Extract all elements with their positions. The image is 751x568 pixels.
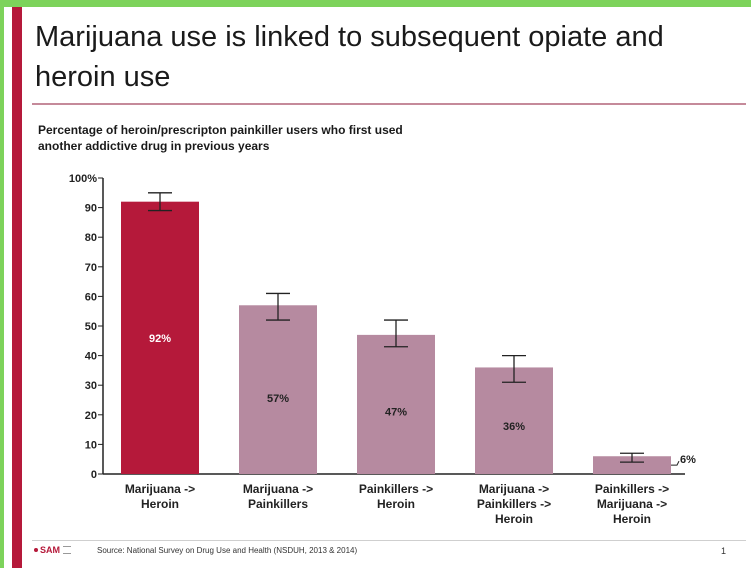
- data-label: 92%: [149, 333, 171, 345]
- y-tick-label: 80: [85, 232, 97, 244]
- page-number: 1: [721, 546, 727, 556]
- x-tick-label: Painkillers ->: [595, 482, 669, 496]
- x-tick-label: Painkillers ->: [359, 482, 433, 496]
- source-note: Source: National Survey on Drug Use and …: [97, 546, 358, 555]
- bar: [121, 201, 199, 474]
- footer-divider: [32, 540, 746, 541]
- x-tick-label: Heroin: [495, 512, 533, 526]
- window-frame-left: [0, 0, 4, 568]
- x-tick-label: Heroin: [613, 512, 651, 526]
- logo-lines-icon: [63, 546, 71, 554]
- x-tick-label: Heroin: [141, 497, 179, 511]
- y-tick-label: 30: [85, 380, 97, 392]
- x-tick-label: Marijuana ->: [479, 482, 549, 496]
- accent-bar: [12, 7, 22, 568]
- x-tick-label: Heroin: [377, 497, 415, 511]
- x-tick-label: Marijuana ->: [243, 482, 313, 496]
- x-tick-label: Painkillers ->: [477, 497, 551, 511]
- y-tick-label: 100%: [69, 173, 97, 185]
- data-label: 36%: [503, 421, 525, 433]
- data-label: 47%: [385, 406, 407, 418]
- y-tick-label: 20: [85, 410, 97, 422]
- y-tick-label: 40: [85, 351, 97, 363]
- x-tick-label: Marijuana ->: [597, 497, 667, 511]
- y-tick-label: 10: [85, 439, 97, 451]
- window-frame-top: [0, 0, 751, 7]
- data-label: 57%: [267, 393, 289, 405]
- y-tick-label: 70: [85, 262, 97, 274]
- slide-title: Marijuana use is linked to subsequent op…: [35, 21, 664, 93]
- logo-dot-icon: [34, 548, 38, 552]
- bar: [239, 305, 317, 474]
- bar: [475, 367, 553, 474]
- y-tick-label: 60: [85, 291, 97, 303]
- y-tick-label: 0: [91, 469, 97, 481]
- y-tick-label: 50: [85, 321, 97, 333]
- sam-logo: SAM: [34, 545, 71, 555]
- data-label-leader: [671, 460, 680, 466]
- chart-subtitle: Percentage of heroin/prescripton painkil…: [38, 123, 403, 153]
- title-divider: [32, 103, 746, 105]
- data-label: 6%: [680, 454, 696, 466]
- logo-text: SAM: [40, 545, 60, 555]
- bar: [357, 334, 435, 474]
- bar: [593, 456, 671, 474]
- x-tick-label: Painkillers: [248, 497, 308, 511]
- x-tick-label: Marijuana ->: [125, 482, 195, 496]
- y-tick-label: 90: [85, 203, 97, 215]
